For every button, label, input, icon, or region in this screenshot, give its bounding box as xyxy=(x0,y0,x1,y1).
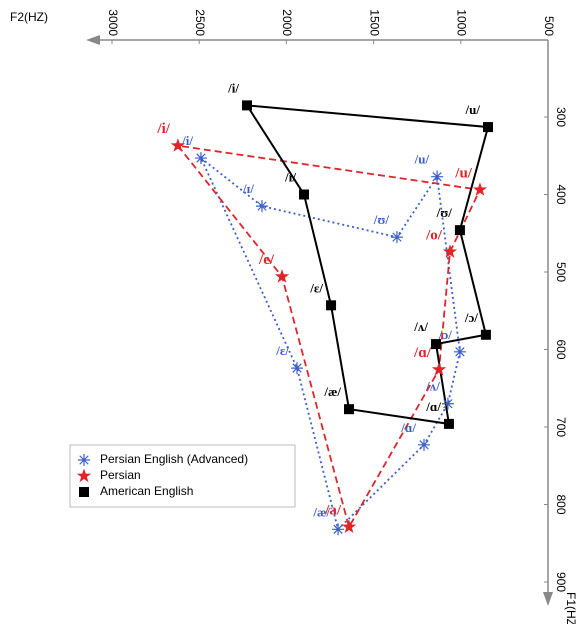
point-label: /i/ xyxy=(181,133,193,148)
point xyxy=(483,122,494,133)
point xyxy=(170,138,186,152)
point xyxy=(442,244,458,258)
x-tick-label: 3000 xyxy=(106,9,120,36)
point xyxy=(443,418,454,429)
point-label: /ɑ/ xyxy=(400,420,416,435)
y-axis-title: F1(HZ) xyxy=(564,592,578,624)
x-axis-title: F2(HZ) xyxy=(10,10,48,24)
y-axis-arrow xyxy=(543,592,553,606)
point xyxy=(255,200,268,213)
x-tick-label: 1500 xyxy=(367,9,381,36)
legend-label: American English xyxy=(100,484,193,498)
point-label: /ʌ/ xyxy=(413,319,428,334)
point-label: /ɪ/ xyxy=(284,169,296,184)
point xyxy=(390,231,403,244)
point xyxy=(274,269,290,283)
point-label: /i/ xyxy=(227,80,239,95)
point xyxy=(441,397,454,410)
legend-marker xyxy=(76,468,92,483)
point-label: /u/ xyxy=(454,165,473,181)
point-label: /ɛ/ xyxy=(275,343,289,358)
point-label: /æ/ xyxy=(323,384,341,399)
point xyxy=(431,339,442,350)
point-label: /e/ xyxy=(258,252,275,268)
point-label: /ʊ/ xyxy=(373,212,390,227)
point xyxy=(344,404,355,415)
legend-marker xyxy=(78,454,90,466)
point xyxy=(332,523,345,536)
y-tick-label: 600 xyxy=(554,339,568,359)
point-label: /i/ xyxy=(156,121,170,137)
legend-label: Persian English (Advanced) xyxy=(100,452,248,466)
point xyxy=(291,362,304,375)
point xyxy=(431,170,444,183)
point-label: /ɔ/ xyxy=(438,327,452,342)
point-label: /ɪ/ xyxy=(242,181,254,196)
point xyxy=(472,182,488,196)
point-label: /u/ xyxy=(414,152,430,167)
x-tick-label: 500 xyxy=(542,16,556,36)
point-label: /æ/ xyxy=(312,504,330,519)
x-tick-label: 2500 xyxy=(193,9,207,36)
y-tick-label: 900 xyxy=(554,572,568,592)
point xyxy=(431,362,447,376)
point xyxy=(454,225,465,236)
legend-marker xyxy=(79,487,89,497)
x-tick-label: 1000 xyxy=(455,9,469,36)
x-tick-label: 2000 xyxy=(280,9,294,36)
point xyxy=(299,189,310,200)
series-line xyxy=(200,157,461,532)
point-label: /ɑ/ xyxy=(425,399,441,414)
legend xyxy=(69,444,296,508)
series-line xyxy=(245,104,490,426)
point-label: /ɑ/ xyxy=(413,345,432,361)
point xyxy=(341,519,357,533)
point xyxy=(480,329,491,340)
point-label: /ɔ/ xyxy=(464,310,478,325)
point xyxy=(453,345,466,358)
point xyxy=(418,438,431,451)
y-tick-label: 700 xyxy=(554,417,568,437)
point xyxy=(326,300,337,311)
y-tick-label: 300 xyxy=(554,107,568,127)
point xyxy=(241,100,252,111)
x-axis-arrow xyxy=(86,35,100,45)
y-tick-label: 800 xyxy=(554,494,568,514)
legend-label: Persian xyxy=(100,468,141,482)
y-tick-label: 400 xyxy=(554,184,568,204)
y-tick-label: 500 xyxy=(554,262,568,282)
point-label: /a/ xyxy=(324,502,342,518)
point-label: /ʊ/ xyxy=(436,205,453,220)
point-label: /ɛ/ xyxy=(309,280,323,295)
point-label: /ʌ/ xyxy=(425,379,440,394)
point xyxy=(194,152,207,165)
point-label: /o/ xyxy=(425,227,443,243)
point-label: /u/ xyxy=(465,102,481,117)
